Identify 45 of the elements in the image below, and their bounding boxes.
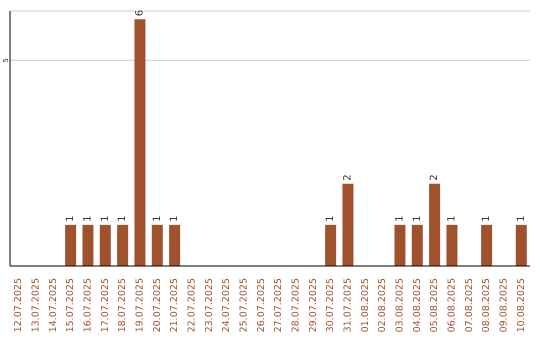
x-tick-label: 08.08.2025 bbox=[481, 278, 492, 332]
x-tick-label: 28.07.2025 bbox=[290, 278, 302, 332]
x-tick-label: 04.08.2025 bbox=[412, 278, 423, 332]
x-tick-label: 03.08.2025 bbox=[394, 278, 406, 332]
x-tick-label: 19.07.2025 bbox=[134, 278, 146, 332]
x-tick-label: 22.07.2025 bbox=[186, 278, 198, 332]
x-tick-label: 17.07.2025 bbox=[100, 278, 111, 332]
x-tick-label: 18.07.2025 bbox=[117, 278, 128, 332]
data-label: 1 bbox=[152, 215, 163, 222]
x-tick-label: 01.08.2025 bbox=[360, 278, 371, 332]
x-tick-label: 21.07.2025 bbox=[169, 278, 180, 332]
data-label: 2 bbox=[342, 174, 354, 181]
x-tick-label: 15.07.2025 bbox=[65, 278, 76, 332]
x-tick-label: 12.07.2025 bbox=[13, 278, 24, 332]
x-tick-label: 26.07.2025 bbox=[256, 278, 267, 332]
data-label: 2 bbox=[429, 174, 440, 181]
x-tick-label: 29.07.2025 bbox=[308, 278, 319, 332]
data-label: 1 bbox=[325, 215, 336, 222]
x-tick-label: 09.08.2025 bbox=[498, 278, 510, 332]
x-tick-label: 16.07.2025 bbox=[82, 278, 94, 332]
data-label: 1 bbox=[82, 215, 94, 222]
data-label: 1 bbox=[446, 215, 458, 222]
x-tick-label: 30.07.2025 bbox=[325, 278, 336, 332]
x-tick-label: 20.07.2025 bbox=[152, 278, 163, 332]
data-label: 1 bbox=[65, 215, 76, 222]
data-label: 6 bbox=[134, 10, 146, 16]
data-label: 1 bbox=[117, 215, 128, 222]
x-tick-label: 24.07.2025 bbox=[221, 278, 232, 332]
x-tick-label: 05.08.2025 bbox=[429, 278, 440, 332]
x-tick-label: 06.08.2025 bbox=[446, 278, 458, 332]
x-tick-label: 25.07.2025 bbox=[238, 278, 250, 332]
x-tick-label: 13.07.2025 bbox=[30, 278, 42, 332]
x-tick-label: 23.07.2025 bbox=[204, 278, 215, 332]
x-tick-label: 10.08.2025 bbox=[516, 278, 527, 332]
data-label: 1 bbox=[169, 215, 180, 222]
data-label: 1 bbox=[481, 215, 492, 222]
data-label: 1 bbox=[516, 215, 527, 222]
x-tick-label: 31.07.2025 bbox=[342, 278, 354, 332]
x-tick-label: 14.07.2025 bbox=[48, 278, 59, 332]
data-label: 1 bbox=[412, 215, 423, 222]
x-tick-label: 07.08.2025 bbox=[464, 278, 475, 332]
data-label: 1 bbox=[100, 215, 111, 222]
x-tick-label: 27.07.2025 bbox=[273, 278, 284, 332]
data-label: 1 bbox=[394, 215, 406, 222]
x-tick-label: 02.08.2025 bbox=[377, 278, 388, 332]
